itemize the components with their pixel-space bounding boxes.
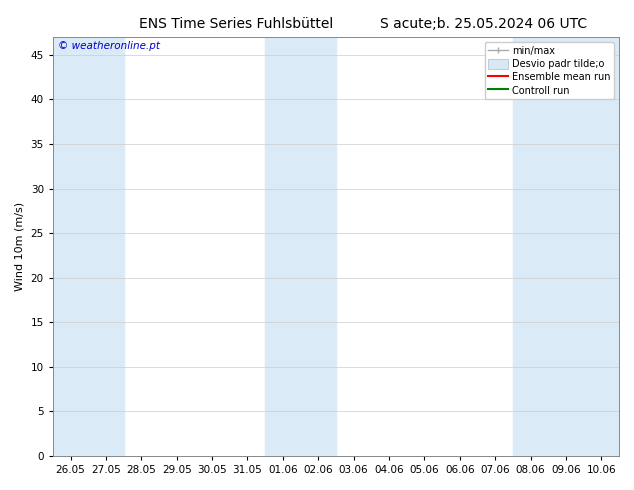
Bar [513, 37, 548, 456]
Text: ENS Time Series Fuhlsbüttel: ENS Time Series Fuhlsbüttel [139, 17, 333, 31]
Y-axis label: Wind 10m (m/s): Wind 10m (m/s) [15, 202, 25, 291]
Bar [548, 37, 584, 456]
Bar [88, 37, 124, 456]
Bar [265, 37, 301, 456]
Legend: min/max, Desvio padr tilde;o, Ensemble mean run, Controll run: min/max, Desvio padr tilde;o, Ensemble m… [484, 42, 614, 99]
Text: © weatheronline.pt: © weatheronline.pt [58, 41, 160, 51]
Bar [53, 37, 88, 456]
Bar [301, 37, 336, 456]
Bar [584, 37, 619, 456]
Text: S acute;b. 25.05.2024 06 UTC: S acute;b. 25.05.2024 06 UTC [380, 17, 588, 31]
